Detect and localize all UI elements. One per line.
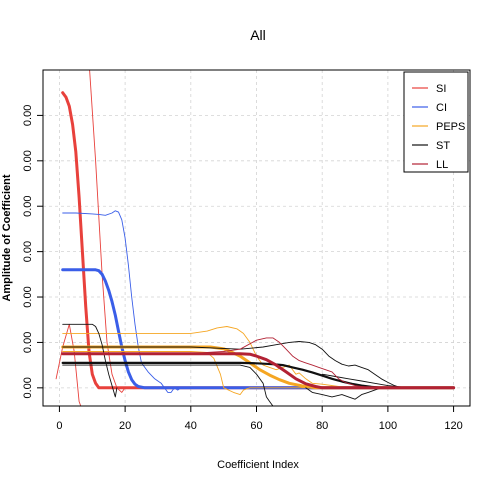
y-tick-label: 0.00 [22,377,34,398]
y-tick-label: 0.00 [22,286,34,307]
series-line-5 [61,268,456,390]
series-line-6 [62,326,389,389]
legend-label: SI [436,83,446,95]
series-line-2 [89,70,126,393]
x-tick-label: 20 [119,420,131,432]
series-line-4 [62,210,192,393]
series-line-15 [190,337,389,389]
y-axis-title: Amplitude of Coefficient [1,174,13,301]
legend-label: ST [436,140,450,152]
x-tick-label: 0 [56,420,62,432]
series-line-11 [62,341,455,389]
y-tick-label: 0.00 [22,241,34,262]
y-axis: 0.00 0.00 0.00 0.00 0.00 0.00 0.00 [22,105,43,399]
plot-area [55,70,456,406]
x-tick-label: 60 [250,420,262,432]
x-tick-label: 100 [379,420,397,432]
x-tick-label: 40 [185,420,197,432]
y-tick-label: 0.00 [22,105,34,126]
legend: SI CI PEPS ST LL [403,71,469,173]
legend-label: PEPS [436,121,465,133]
x-axis: 0 20 40 60 80 100 120 [56,406,463,432]
y-tick-label: 0.00 [22,150,34,171]
y-tick-label: 0.00 [22,195,34,216]
series-line-10 [62,364,274,406]
series-line-8 [61,345,456,390]
x-axis-title: Coefficient Index [217,459,299,471]
x-tick-label: 80 [316,420,328,432]
series-line-7 [62,351,389,396]
legend-label: LL [436,159,448,171]
legend-box [403,71,469,173]
y-tick-label: 0.00 [22,332,34,353]
series-line-14 [61,361,455,389]
legend-label: CI [436,102,447,114]
x-tick-label: 120 [444,420,462,432]
series-line-16 [61,352,456,390]
series-line-1 [55,323,82,406]
chart-title: All [250,27,266,43]
